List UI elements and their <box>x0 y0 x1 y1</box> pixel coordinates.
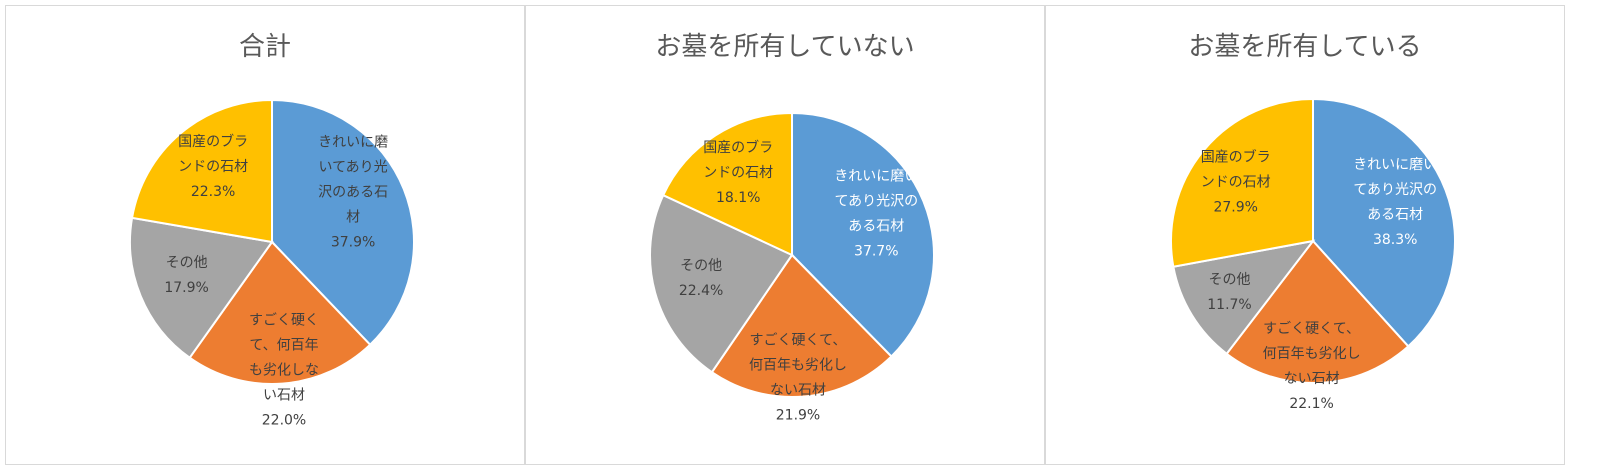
pie-slice <box>1225 239 1410 384</box>
slice-category-label: い石材 <box>263 388 305 404</box>
slice-category-label: きれいに磨い <box>1353 157 1437 173</box>
chart-title: 合計 <box>238 32 291 62</box>
slice-category-label: 国産のブラ <box>703 139 773 156</box>
pie-slice <box>1172 239 1316 356</box>
slice-category-label: 国産のブラ <box>1201 148 1271 165</box>
slice-percent-label: 37.7% <box>854 243 898 259</box>
pie-slice <box>1170 97 1314 268</box>
slice-category-label: すごく硬くて、 <box>750 333 847 349</box>
chart-panel-has-grave: お墓を所有している きれいに磨い てあり光沢の ある石材 38.3% すごく硬くて、 何百… <box>1045 5 1565 465</box>
pie-slice <box>188 240 372 385</box>
pie-slice <box>791 111 935 358</box>
pie-slice <box>130 98 273 244</box>
slice-category-label: ンドの石材 <box>703 165 773 181</box>
slice-category-label: ある石材 <box>848 218 904 234</box>
chart-panel-total: 合計 きれいに磨 いてあり光 沢のある石材 37.9% すごく硬く て、何百年 も劣化しない… <box>5 5 525 465</box>
pie-slice <box>710 253 893 398</box>
chart-title: お墓を所有していない <box>655 32 915 62</box>
slice-data-label: その他 11.7% <box>1207 272 1251 313</box>
slice-category-label: その他 <box>166 255 208 271</box>
slice-percent-label: 17.9% <box>164 280 208 296</box>
slice-percent-label: 18.1% <box>716 190 760 206</box>
slice-percent-label: 22.3% <box>191 184 235 200</box>
slice-category-label: ある石材 <box>1367 207 1423 223</box>
slice-category-label: いてあり光 <box>319 159 388 175</box>
slice-category-label: 国産のブラ <box>178 133 248 150</box>
slice-percent-label: 22.0% <box>262 413 306 429</box>
slice-category-label: その他 <box>680 258 722 274</box>
slice-category-label: てあり光沢の <box>835 193 919 209</box>
slice-percent-label: 37.9% <box>331 234 375 250</box>
slice-percent-label: 11.7% <box>1207 297 1251 313</box>
slice-category-label: 沢のある石 <box>318 184 388 200</box>
slice-percent-label: 22.1% <box>1289 396 1333 412</box>
slice-data-label: その他 17.9% <box>164 255 208 296</box>
slice-category-label: すごく硬くて、 <box>1263 321 1360 337</box>
slice-category-label: て、何百年 <box>249 338 318 354</box>
slice-percent-label: 38.3% <box>1373 232 1417 248</box>
slice-percent-label: 27.9% <box>1213 199 1257 215</box>
slice-category-label: 何百年も劣化し <box>1263 346 1361 362</box>
slice-category-label: ない石材 <box>1284 371 1340 387</box>
slice-category-label: 何百年も劣化し <box>749 358 847 374</box>
slice-category-label: ンドの石材 <box>178 159 248 175</box>
slice-category-label: きれいに磨 <box>318 134 388 150</box>
slice-category-label: きれいに磨い <box>834 168 918 184</box>
slice-category-label: てあり光沢の <box>1353 182 1437 198</box>
pie-slice <box>661 111 793 257</box>
slice-percent-label: 22.4% <box>679 283 723 299</box>
slice-category-label: も劣化しな <box>249 363 319 379</box>
chart-panel-no-grave: お墓を所有していない きれいに磨い てあり光沢の ある石材 37.7% すごく硬くて、何… <box>525 5 1045 465</box>
slice-percent-label: 21.9% <box>776 408 820 424</box>
slice-category-label: ない石材 <box>770 383 826 399</box>
chart-title: お墓を所有している <box>1188 32 1422 62</box>
slice-data-label: その他 22.4% <box>679 258 723 299</box>
slice-category-label: すごく硬く <box>249 313 319 329</box>
pie-slice <box>129 216 274 360</box>
slice-category-label: 材 <box>346 209 360 225</box>
slice-category-label: その他 <box>1209 272 1251 288</box>
pie-slice <box>271 98 415 347</box>
pie-slice <box>1312 97 1456 348</box>
slice-category-label: ンドの石材 <box>1201 174 1271 190</box>
